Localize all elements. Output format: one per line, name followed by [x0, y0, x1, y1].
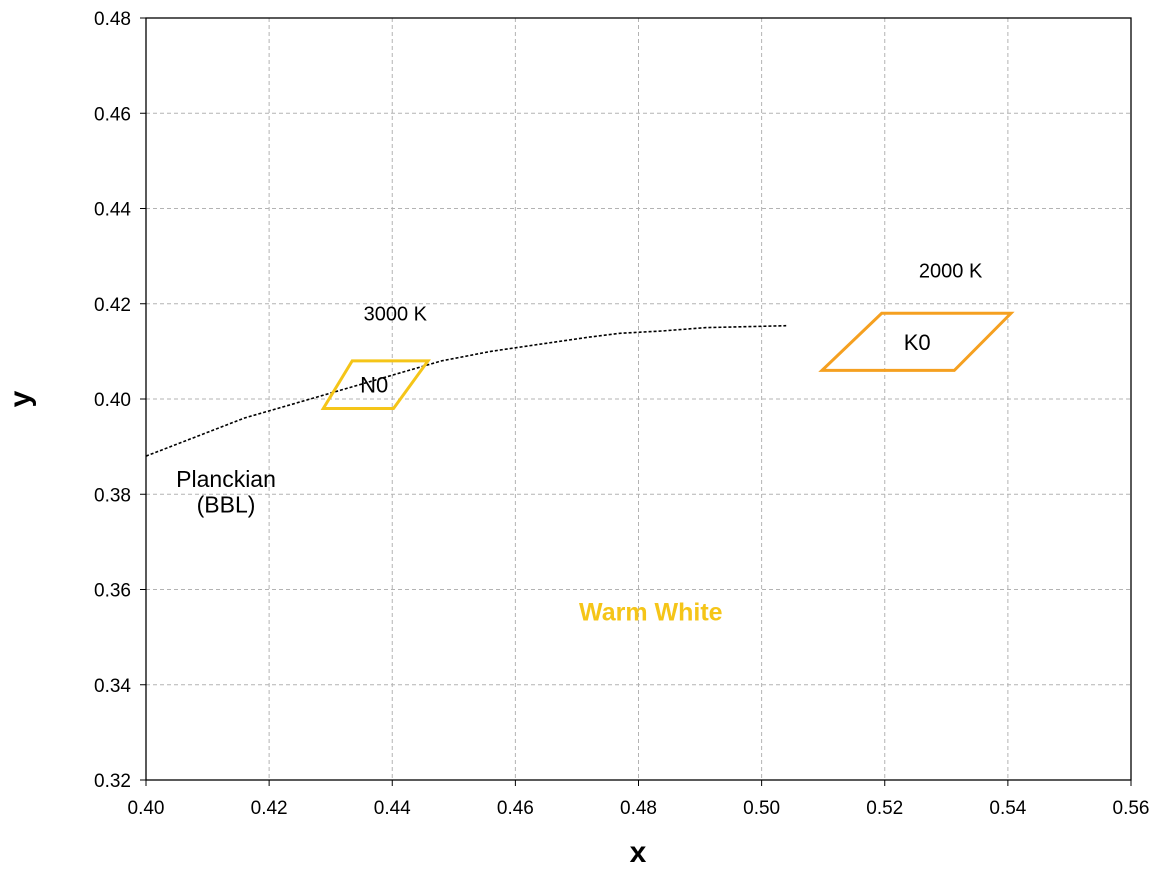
y-axis-ticks: 0.48 0.46 0.44 0.42 0.40 0.38 0.36 0.34 0.32: [94, 9, 146, 792]
y-axis-title: y: [4, 390, 37, 407]
bin-region-n0: [320, 359, 431, 410]
y-tick-label: 0.48: [94, 9, 131, 30]
x-tick-label: 0.56: [1113, 798, 1150, 819]
y-tick-label: 0.42: [94, 295, 131, 316]
bin-region-label: N0: [360, 373, 388, 398]
annotation-planck2: (BBL): [197, 491, 256, 517]
x-tick-label: 0.54: [989, 798, 1026, 819]
planckian-locus-layer: [145, 324, 787, 457]
y-tick-label: 0.46: [94, 104, 131, 125]
y-tick-label: 0.44: [94, 200, 131, 221]
annotation-t3000: 3000 K: [364, 303, 428, 325]
grid-lines: [146, 18, 1131, 780]
planckian-locus-line: [145, 324, 787, 457]
y-tick-label: 0.40: [94, 390, 131, 411]
y-tick-label: 0.36: [94, 581, 131, 602]
x-tick-label: 0.42: [251, 798, 288, 819]
annotation-warm: Warm White: [579, 598, 723, 626]
y-tick-label: 0.32: [94, 771, 131, 792]
annotation-planck1: Planckian: [176, 466, 276, 492]
y-tick-label: 0.38: [94, 485, 131, 506]
bin-region-k0: [818, 311, 1015, 372]
annotations-layer: 3000 K 2000 K Planckian(BBL) Warm White: [176, 261, 983, 627]
x-tick-label: 0.50: [743, 798, 780, 819]
x-axis-title: x: [630, 836, 647, 869]
x-tick-label: 0.40: [128, 798, 165, 819]
x-tick-label: 0.46: [497, 798, 534, 819]
annotation-t2000: 2000 K: [919, 261, 983, 283]
y-tick-label: 0.34: [94, 676, 131, 697]
x-tick-label: 0.48: [620, 798, 657, 819]
x-axis-ticks: 0.40 0.42 0.44 0.46 0.48 0.50 0.52 0.54 0.56: [128, 780, 1150, 819]
bin-region-label: K0: [904, 330, 931, 355]
x-tick-label: 0.44: [374, 798, 411, 819]
bin-regions-layer: N0 K0: [320, 311, 1015, 410]
x-tick-label: 0.52: [866, 798, 903, 819]
